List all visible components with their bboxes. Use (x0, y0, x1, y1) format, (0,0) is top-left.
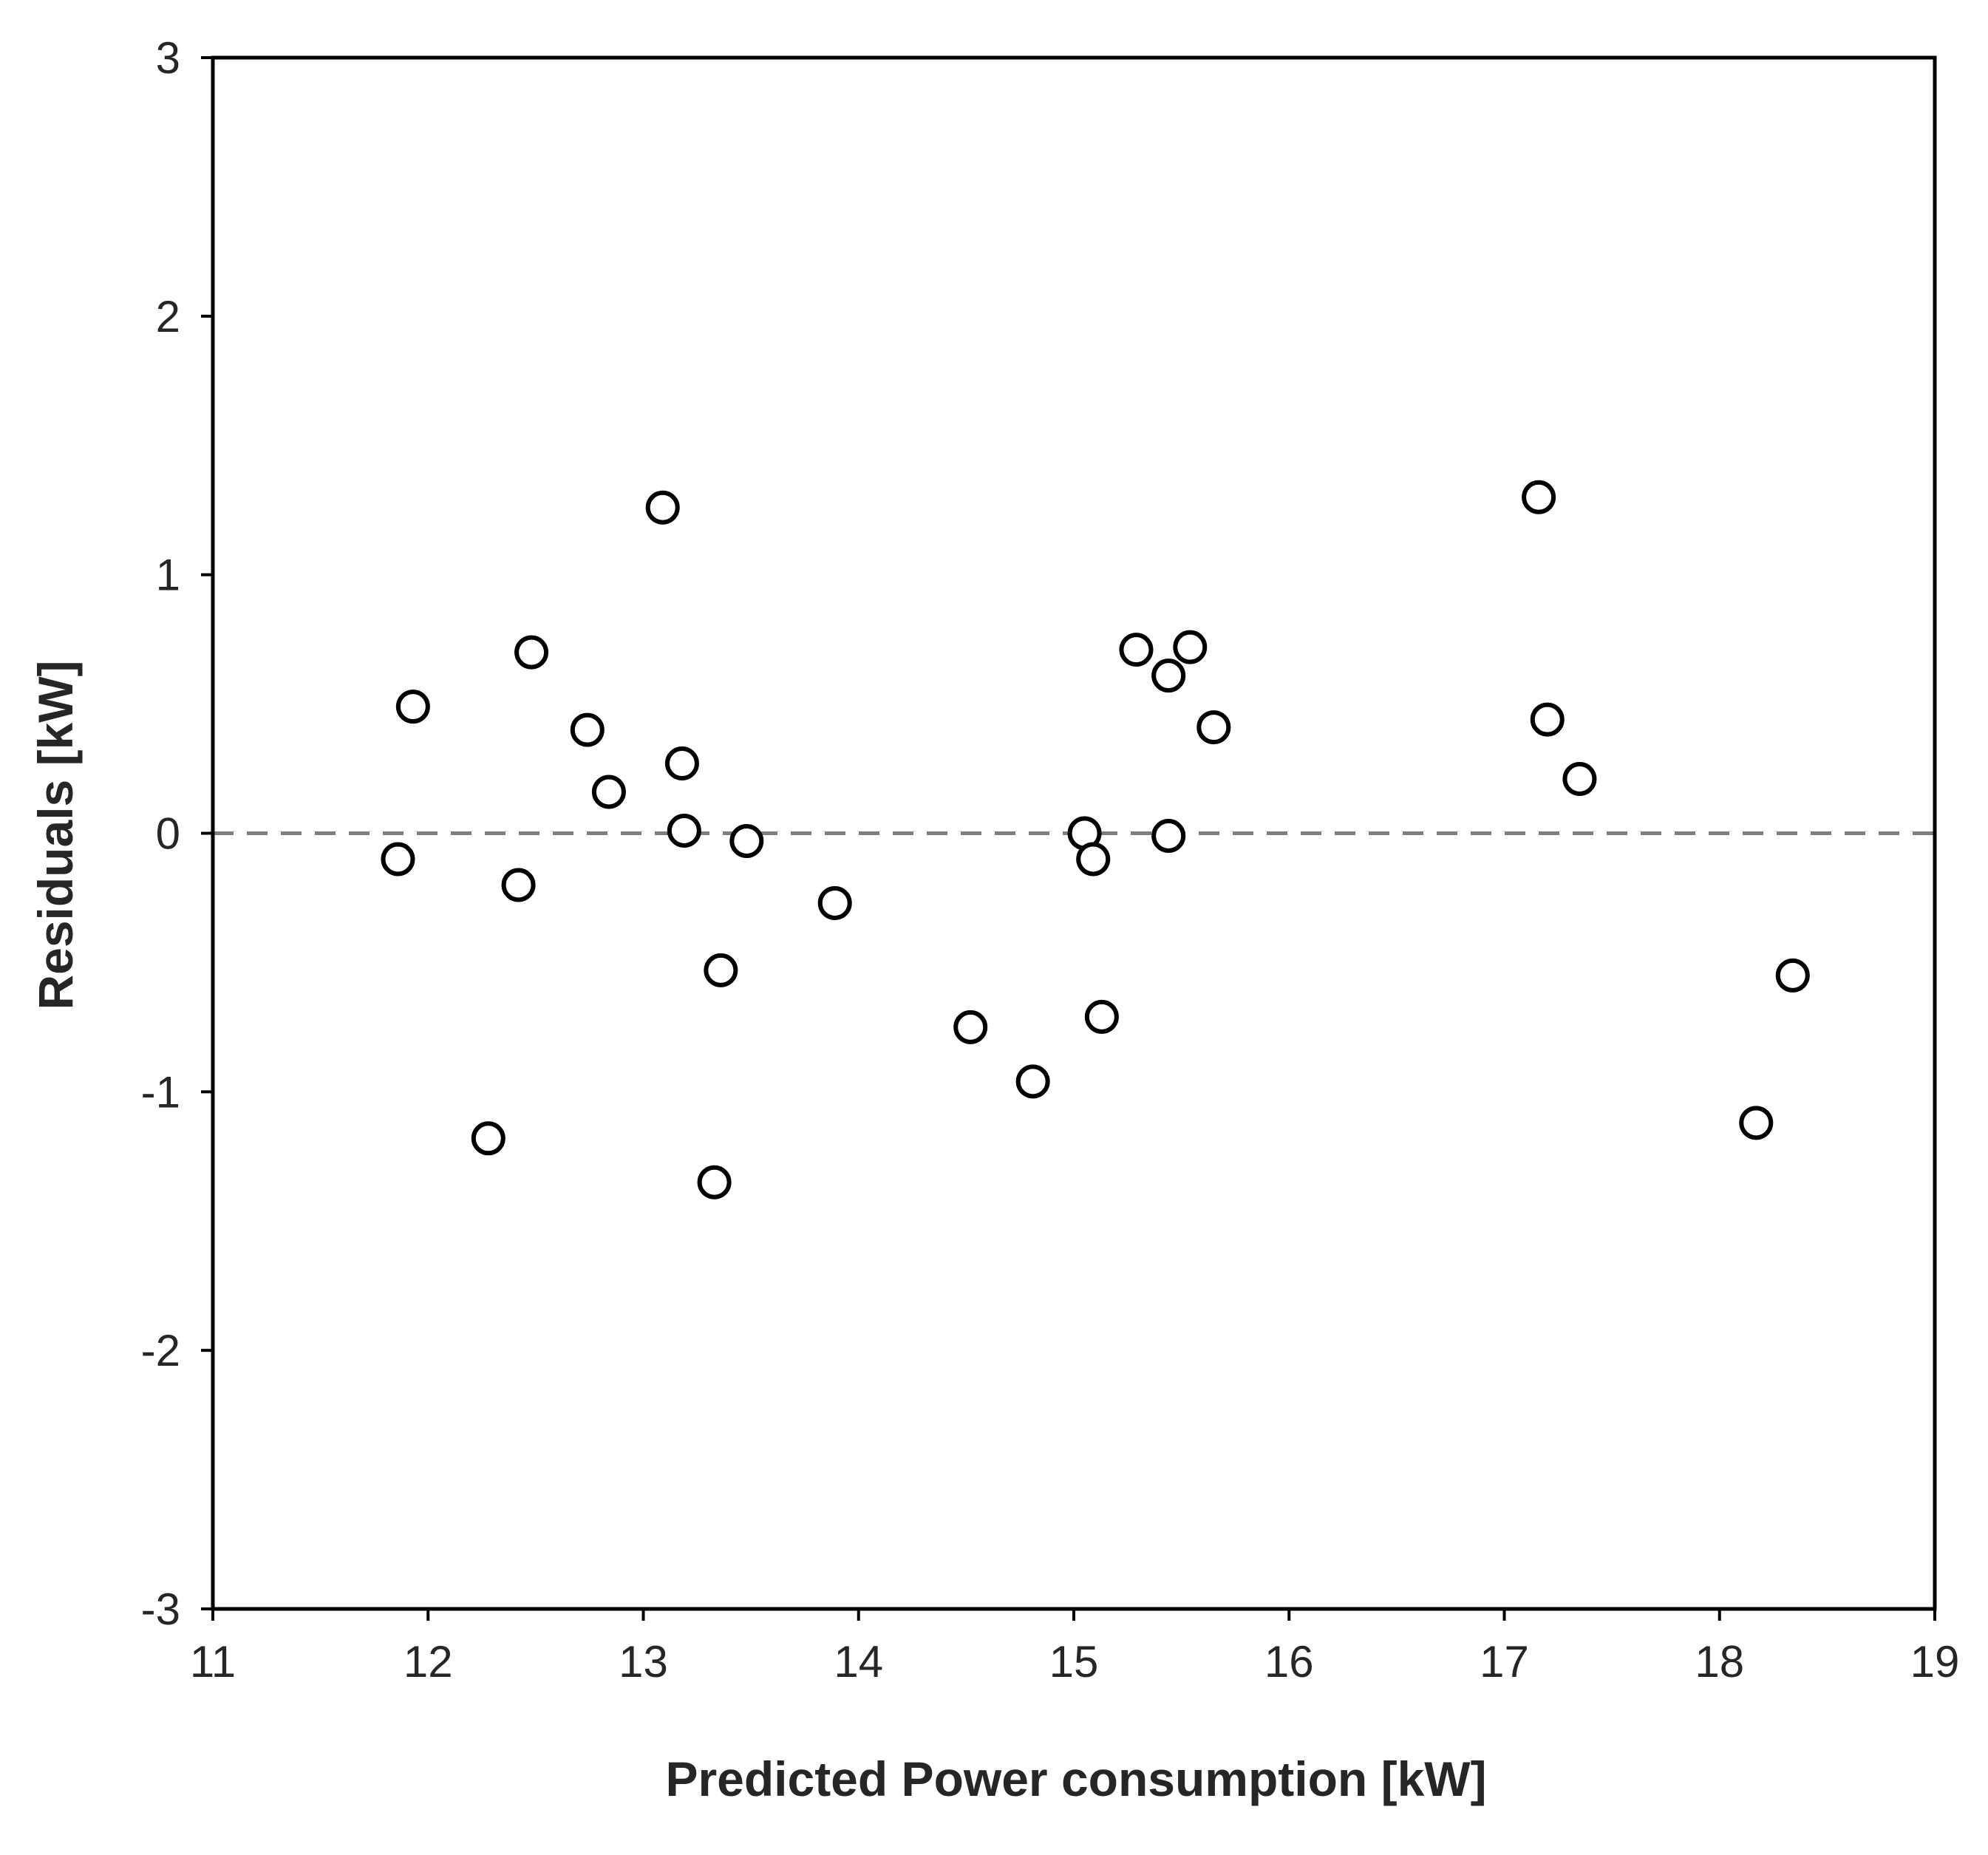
data-point (570, 712, 605, 747)
data-point (704, 953, 738, 987)
x-tick-label: 13 (619, 1637, 668, 1686)
data-point (1522, 480, 1556, 514)
data-point (953, 1010, 988, 1044)
data-point (817, 885, 852, 920)
data-point (591, 775, 626, 809)
data-points (381, 480, 1810, 1199)
y-tick-label: 0 (156, 809, 180, 859)
y-tick-label: -3 (141, 1585, 180, 1634)
data-point (514, 635, 549, 670)
data-point (471, 1121, 505, 1156)
data-point (1015, 1064, 1050, 1099)
x-tick-label: 16 (1264, 1637, 1314, 1686)
data-point (729, 823, 764, 858)
data-point (1562, 762, 1597, 797)
x-tick-label: 17 (1480, 1637, 1529, 1686)
y-tick-label: 2 (156, 292, 180, 341)
data-point (1775, 958, 1810, 993)
data-point (381, 842, 415, 877)
data-point (645, 490, 680, 525)
y-tick-label: -2 (141, 1326, 180, 1375)
x-tick-label: 18 (1695, 1637, 1744, 1686)
y-tick-label: -1 (141, 1067, 180, 1117)
y-tick-label: 1 (156, 551, 180, 600)
y-axis-title: Residuals [kW] (28, 660, 83, 1010)
x-axis-title: Predicted Power consumption [kW] (665, 1752, 1486, 1806)
data-point (501, 868, 536, 902)
x-tick-label: 12 (404, 1637, 453, 1686)
data-point (395, 690, 430, 724)
data-point (1173, 630, 1208, 664)
data-point (1119, 633, 1154, 667)
data-point (1739, 1106, 1774, 1140)
x-tick-label: 15 (1049, 1637, 1099, 1686)
data-point (1196, 710, 1231, 745)
data-point (697, 1165, 732, 1199)
data-point (1530, 702, 1565, 737)
y-tick-label: 3 (156, 33, 180, 83)
data-point (1084, 999, 1119, 1034)
x-tick-label: 14 (834, 1637, 883, 1686)
x-tick-label: 11 (190, 1637, 236, 1686)
data-point (1076, 842, 1111, 877)
data-point (1151, 658, 1186, 693)
data-point (664, 746, 699, 781)
data-point (1151, 818, 1186, 853)
x-tick-label: 19 (1910, 1637, 1960, 1686)
data-point (667, 814, 701, 848)
